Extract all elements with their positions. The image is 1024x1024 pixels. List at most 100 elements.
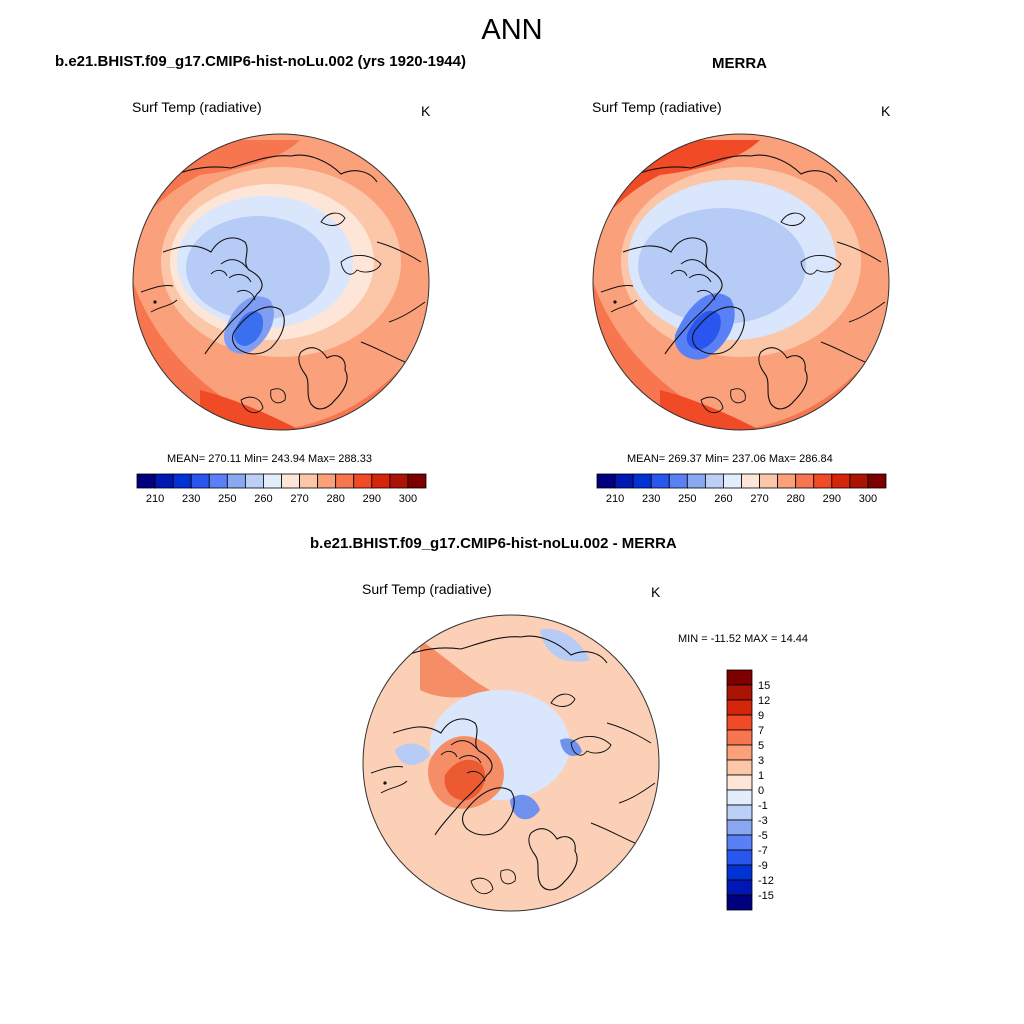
model-colorbar-swatch xyxy=(281,473,300,489)
model-colorbar-tick-label: 210 xyxy=(146,493,164,505)
model-colorbar-swatch xyxy=(136,473,156,489)
obs-colorbar-tick-label: 210 xyxy=(606,493,624,505)
model-colorbar: 210 230 250 260 270 280 290 300 xyxy=(136,473,427,505)
diff-colorbar-swatch xyxy=(726,774,753,791)
model-colorbar-tick-label: 290 xyxy=(363,493,381,505)
obs-colorbar-tick-label: 270 xyxy=(750,493,768,505)
diff-colorbar-tick-label: -12 xyxy=(758,875,774,887)
model-units-label: K xyxy=(421,103,431,119)
obs-panel-title: MERRA xyxy=(712,55,767,72)
obs-colorbar-swatch xyxy=(650,473,670,489)
model-colorbar-swatch xyxy=(407,473,427,489)
obs-colorbar-swatch xyxy=(795,473,815,489)
obs-colorbar-swatch xyxy=(704,473,724,489)
diff-colorbar-tick-label: -7 xyxy=(758,845,768,857)
diff-variable-label: Surf Temp (radiative) xyxy=(362,581,492,597)
diff-colorbar-tick-label: 0 xyxy=(758,785,764,797)
obs-colorbar-swatch xyxy=(777,473,797,489)
diff-colorbar-tick-label: 5 xyxy=(758,740,764,752)
diff-colorbar-swatch xyxy=(726,804,753,821)
obs-stats: MEAN= 269.37 Min= 237.06 Max= 286.84 xyxy=(627,453,833,465)
model-map-border xyxy=(132,133,430,431)
obs-colorbar-swatch xyxy=(614,473,634,489)
diff-colorbar-swatch xyxy=(726,744,753,761)
model-colorbar-swatch xyxy=(389,473,409,489)
model-colorbar-tick-label: 300 xyxy=(399,493,417,505)
obs-colorbar-tick-label: 250 xyxy=(678,493,696,505)
model-colorbar-tick-label: 250 xyxy=(218,493,236,505)
model-colorbar-swatch xyxy=(299,473,319,489)
obs-map xyxy=(593,134,889,430)
obs-colorbar-swatch xyxy=(831,473,851,489)
diff-colorbar-swatch xyxy=(726,699,753,716)
obs-colorbar-tick-label: 300 xyxy=(859,493,877,505)
obs-colorbar-swatch xyxy=(741,473,760,489)
model-colorbar-swatch xyxy=(263,473,282,489)
diff-colorbar-tick-label: -3 xyxy=(758,815,768,827)
obs-colorbar-swatch xyxy=(596,473,616,489)
diff-colorbar-tick-label: -15 xyxy=(758,890,774,902)
model-colorbar-swatch xyxy=(317,473,337,489)
diff-colorbar-swatch xyxy=(726,729,753,746)
model-colorbar-swatch xyxy=(353,473,373,489)
diff-colorbar-swatch xyxy=(726,789,753,806)
obs-colorbar-tick-label: 260 xyxy=(714,493,732,505)
model-colorbar-swatch xyxy=(226,473,246,489)
diff-colorbar-tick-label: 15 xyxy=(758,680,770,692)
obs-map-border xyxy=(592,133,890,431)
diff-stats: MIN = -11.52 MAX = 14.44 xyxy=(678,633,809,645)
diff-colorbar-tick-label: -1 xyxy=(758,800,768,812)
model-colorbar-swatch xyxy=(208,473,228,489)
model-colorbar-swatch xyxy=(244,473,264,489)
model-map xyxy=(133,134,429,430)
diff-units-label: K xyxy=(651,584,661,600)
model-colorbar-tick-label: 230 xyxy=(182,493,200,505)
model-colorbar-tick-label: 270 xyxy=(290,493,308,505)
diff-colorbar-tick-label: 9 xyxy=(758,710,764,722)
diff-colorbar-swatch xyxy=(726,684,753,701)
diff-colorbar-swatch xyxy=(726,834,753,851)
model-colorbar-tick-label: 280 xyxy=(327,493,345,505)
obs-colorbar-swatch xyxy=(813,473,833,489)
obs-colorbar-tick-label: 280 xyxy=(787,493,805,505)
obs-colorbar-swatch xyxy=(849,473,869,489)
figure-title: ANN xyxy=(481,14,543,46)
model-colorbar-swatch xyxy=(154,473,174,489)
model-colorbar-swatch xyxy=(172,473,192,489)
diff-colorbar-tick-label: 1 xyxy=(758,770,764,782)
obs-units-label: K xyxy=(881,103,891,119)
obs-colorbar-swatch xyxy=(759,473,779,489)
diff-colorbar-tick-label: 7 xyxy=(758,725,764,737)
diff-colorbar-swatch xyxy=(726,759,753,776)
diff-colorbar-swatch xyxy=(726,849,753,866)
diff-colorbar-swatch xyxy=(726,879,753,896)
model-colorbar-swatch xyxy=(335,473,355,489)
diff-colorbar: 15 12 9 7 5 3 1 0 -1 -3 -5 -7 -9 -12 -15 xyxy=(726,669,774,911)
diff-colorbar-tick-label: 3 xyxy=(758,755,764,767)
diff-colorbar-swatch xyxy=(726,864,753,881)
model-panel-title: b.e21.BHIST.f09_g17.CMIP6-hist-noLu.002 … xyxy=(55,53,466,70)
obs-colorbar-swatch xyxy=(686,473,706,489)
diff-colorbar-tick-label: -5 xyxy=(758,830,768,842)
obs-colorbar-swatch xyxy=(668,473,688,489)
obs-colorbar-swatch xyxy=(632,473,652,489)
diff-map xyxy=(363,615,659,911)
model-colorbar-swatch xyxy=(190,473,210,489)
diff-colorbar-swatch xyxy=(726,669,753,686)
model-colorbar-swatch xyxy=(371,473,391,489)
obs-colorbar-swatch xyxy=(867,473,887,489)
obs-colorbar-tick-label: 230 xyxy=(642,493,660,505)
model-colorbar-tick-label: 260 xyxy=(254,493,272,505)
diff-colorbar-swatch xyxy=(726,894,753,911)
diff-colorbar-tick-label: 12 xyxy=(758,695,770,707)
diff-map-border xyxy=(362,614,660,912)
obs-colorbar: 210 230 250 260 270 280 290 300 xyxy=(596,473,887,505)
diff-colorbar-tick-label: -9 xyxy=(758,860,768,872)
model-stats: MEAN= 270.11 Min= 243.94 Max= 288.33 xyxy=(167,453,372,465)
obs-colorbar-swatch xyxy=(723,473,742,489)
obs-variable-label: Surf Temp (radiative) xyxy=(592,99,722,115)
diff-colorbar-swatch xyxy=(726,819,753,836)
diff-colorbar-swatch xyxy=(726,714,753,731)
diff-panel-title: b.e21.BHIST.f09_g17.CMIP6-hist-noLu.002 … xyxy=(310,535,677,552)
